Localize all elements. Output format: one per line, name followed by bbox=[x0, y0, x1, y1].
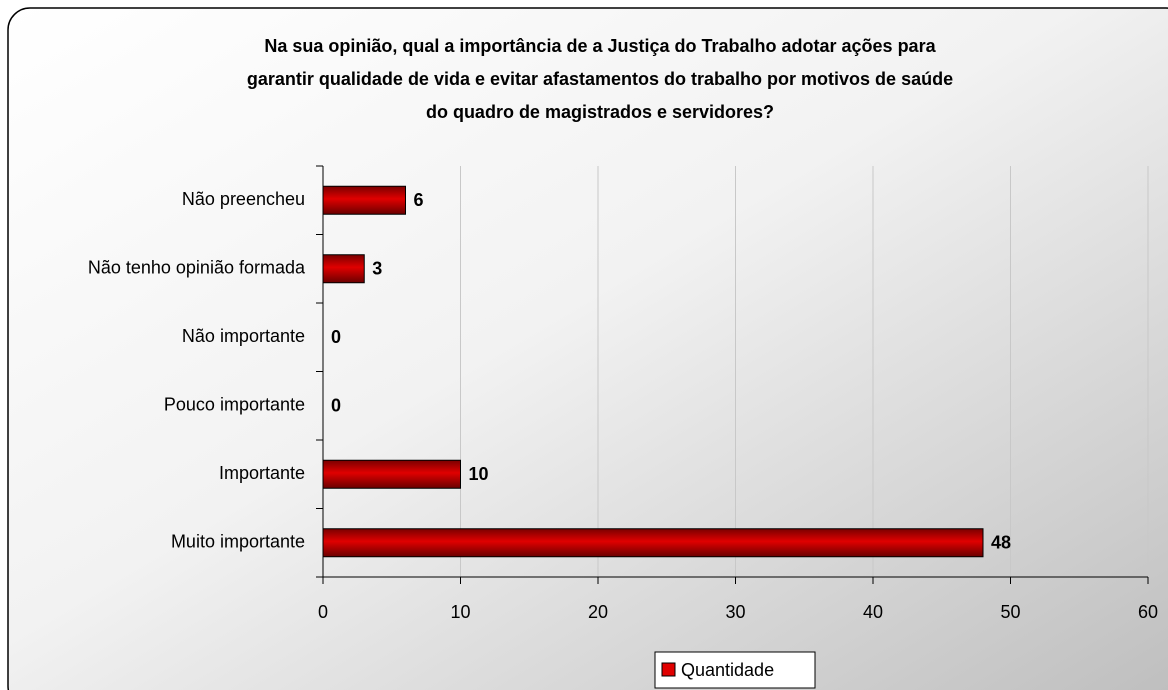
legend-label: Quantidade bbox=[681, 660, 774, 680]
x-tick-label: 20 bbox=[588, 602, 608, 622]
data-label: 10 bbox=[469, 464, 489, 484]
chart-frame bbox=[7, 7, 1168, 690]
bar bbox=[322, 254, 365, 284]
y-tick-label: Muito importante bbox=[171, 532, 305, 552]
y-tick-label: Pouco importante bbox=[164, 395, 305, 415]
y-tick-label: Importante bbox=[219, 463, 305, 483]
chart-title: do quadro de magistrados e servidores? bbox=[426, 102, 774, 122]
data-label: 6 bbox=[414, 190, 424, 210]
x-tick-label: 50 bbox=[1000, 602, 1020, 622]
legend-swatch bbox=[661, 662, 676, 677]
x-tick-label: 0 bbox=[318, 602, 328, 622]
bar bbox=[322, 459, 461, 489]
y-tick-label: Não importante bbox=[182, 326, 305, 346]
data-label: 0 bbox=[331, 327, 341, 347]
bar bbox=[322, 528, 984, 558]
chart-title: Na sua opinião, qual a importância de a … bbox=[264, 36, 936, 56]
data-label: 3 bbox=[372, 259, 382, 279]
x-tick-label: 10 bbox=[450, 602, 470, 622]
y-tick-label: Não preencheu bbox=[182, 189, 305, 209]
chart-title: garantir qualidade de vida e evitar afas… bbox=[247, 69, 953, 89]
x-tick-label: 40 bbox=[863, 602, 883, 622]
legend-box bbox=[654, 651, 816, 689]
bar bbox=[322, 185, 406, 215]
y-tick-label: Não tenho opinião formada bbox=[88, 258, 306, 278]
x-tick-label: 60 bbox=[1138, 602, 1158, 622]
data-label: 48 bbox=[991, 533, 1011, 553]
x-tick-label: 30 bbox=[725, 602, 745, 622]
data-label: 0 bbox=[331, 396, 341, 416]
